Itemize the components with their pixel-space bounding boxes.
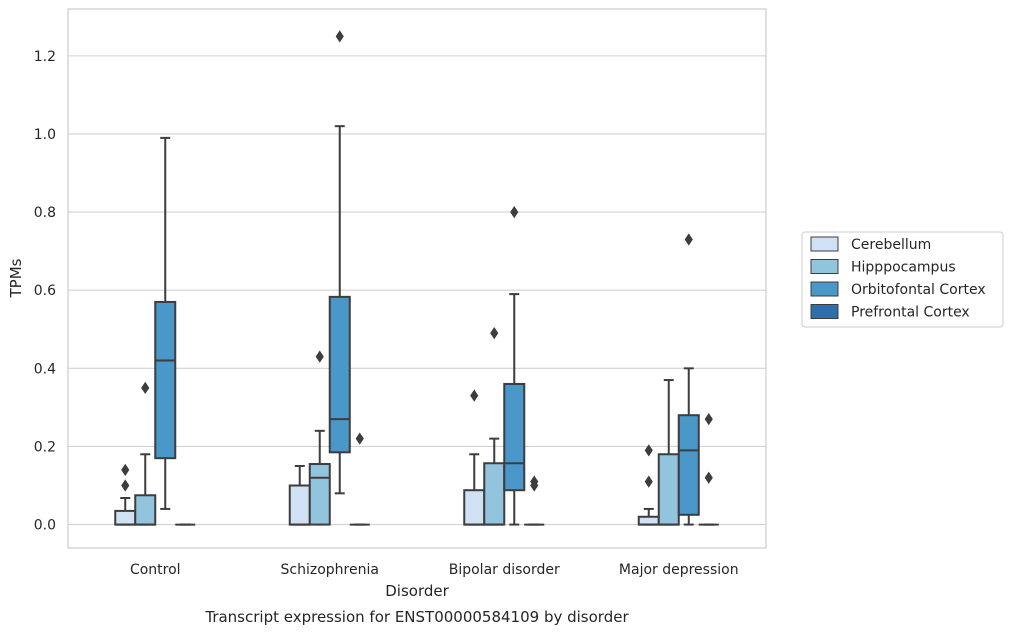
box-hipppocampus-control [134, 381, 157, 526]
box-plots [114, 30, 719, 526]
box-iqr [463, 489, 486, 526]
box-iqr [637, 515, 660, 526]
box-iqr [677, 414, 700, 516]
box-prefrontal-cortex-schizophrenia [349, 432, 370, 526]
outlier-point [510, 205, 519, 219]
legend-label: Hipppocampus [851, 260, 956, 276]
legend-swatch [810, 259, 839, 274]
outlier-point [644, 444, 653, 457]
x-tick-label: Major depression [619, 562, 739, 578]
box-cerebellum-bipolar-disorder [463, 389, 486, 526]
x-tick-label: Schizophrenia [281, 562, 379, 578]
chart-caption: Transcript expression for ENST0000058410… [204, 608, 629, 626]
legend-label: Prefrontal Cortex [851, 305, 970, 321]
gridlines [68, 55, 766, 526]
y-axis-title: TPMs [7, 258, 25, 298]
box-orbitofontal-cortex-control [154, 136, 177, 510]
x-tick-label: Control [130, 562, 181, 578]
x-axis-title: Disorder [385, 582, 449, 600]
y-axis-ticks: 0.0 0.2 0.4 0.6 0.8 1.0 1.2 [34, 49, 56, 534]
y-tick-label: 0.8 [34, 205, 56, 221]
box-orbitofontal-cortex-schizophrenia [328, 30, 351, 495]
y-tick-label: 0.6 [34, 283, 56, 299]
box-iqr [503, 382, 526, 492]
box-cerebellum-major-depression [637, 444, 660, 526]
box-hipppocampus-schizophrenia [308, 350, 331, 526]
box-iqr [328, 295, 351, 454]
outlier-point [141, 381, 150, 394]
y-tick-label: 1.2 [34, 49, 56, 65]
box-cerebellum-schizophrenia [288, 464, 311, 526]
outlier-point [470, 389, 479, 402]
outlier-point [704, 412, 713, 426]
outlier-point [490, 327, 499, 340]
box-prefrontal-cortex-bipolar-disorder [524, 475, 545, 526]
outlier-point [335, 30, 344, 43]
outlier-point [704, 471, 713, 484]
y-tick-label: 1.0 [34, 127, 56, 143]
box-orbitofontal-cortex-major-depression [677, 233, 700, 526]
outlier-point [644, 475, 653, 488]
outlier-point [121, 463, 130, 477]
legend-label: Orbitofontal Cortex [851, 282, 986, 298]
box-iqr [308, 463, 331, 526]
y-tick-label: 0.0 [34, 518, 56, 534]
box-hipppocampus-bipolar-disorder [483, 327, 506, 526]
x-tick-label: Bipolar disorder [449, 562, 560, 578]
outlier-point [121, 479, 130, 492]
box-iqr [483, 462, 506, 526]
box-prefrontal-cortex-major-depression [698, 412, 719, 526]
box-orbitofontal-cortex-bipolar-disorder [503, 205, 526, 526]
box-iqr [154, 300, 177, 460]
outlier-point [530, 475, 539, 488]
legend-swatch [810, 236, 839, 252]
box-hipppocampus-major-depression [657, 379, 680, 526]
y-tick-label: 0.2 [34, 439, 56, 455]
legend: Cerebellum Hipppocampus Orbitofontal Corte… [801, 231, 1004, 328]
legend-swatch [810, 281, 839, 297]
plot-area-frame [67, 8, 767, 549]
x-axis-ticks: Control Schizophrenia Bipolar disorder Majo… [130, 562, 739, 578]
box-cerebellum-control [114, 463, 137, 526]
box-iqr [134, 494, 157, 526]
outlier-point [684, 233, 693, 246]
box-iqr [288, 484, 311, 526]
box-iqr [114, 509, 137, 526]
box-iqr [657, 453, 680, 526]
y-tick-label: 0.4 [34, 361, 56, 377]
outlier-point [355, 432, 364, 445]
legend-frame [801, 231, 1004, 328]
legend-swatch [810, 304, 839, 319]
outlier-point [315, 350, 324, 363]
legend-label: Cerebellum [851, 237, 931, 253]
